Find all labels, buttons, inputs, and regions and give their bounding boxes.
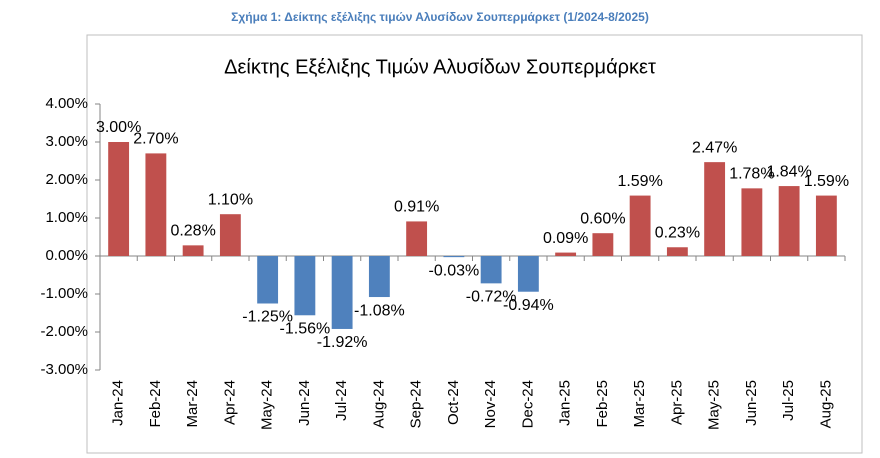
bar	[294, 256, 316, 316]
value-label: 0.23%	[655, 224, 700, 241]
x-tick-label: Aug-24	[370, 380, 387, 428]
y-tick-label: -3.00%	[40, 361, 88, 378]
y-tick-label: -1.00%	[40, 285, 88, 302]
value-label: 0.60%	[580, 210, 625, 227]
bar	[815, 195, 837, 256]
x-tick-label: Mar-24	[184, 380, 201, 428]
y-tick-label: 1.00%	[45, 209, 88, 226]
bar	[666, 247, 688, 256]
value-label: 1.78%	[729, 166, 774, 183]
chart-frame	[86, 34, 863, 454]
bar	[182, 245, 204, 256]
value-label: -1.92%	[317, 334, 368, 351]
x-tick-label: Nov-24	[482, 380, 499, 428]
x-tick-label: Jul-24	[333, 380, 350, 421]
caption: Σχήμα 1: Δείκτης εξέλιξης τιμών Αλυσίδων…	[231, 10, 649, 24]
x-tick-label: Feb-25	[594, 380, 611, 428]
y-tick-label: 4.00%	[45, 95, 88, 112]
value-label: 2.47%	[692, 139, 737, 156]
x-tick-label: Mar-25	[631, 380, 648, 428]
x-tick-label: Jan-24	[110, 380, 127, 426]
bar	[555, 252, 577, 256]
bar	[145, 153, 167, 256]
value-label: 0.91%	[394, 199, 439, 216]
chart-title: Δείκτης Εξέλιξης Τιμών Αλυσίδων Σουπερμά…	[224, 56, 656, 78]
value-label: 1.59%	[804, 173, 849, 190]
bar	[257, 256, 279, 304]
value-label: 1.10%	[208, 191, 253, 208]
value-label: -0.94%	[503, 297, 554, 314]
value-label: -1.25%	[242, 309, 293, 326]
bar	[741, 188, 763, 256]
x-tick-label: Aug-25	[817, 380, 834, 428]
value-label: -0.72%	[466, 289, 517, 306]
x-tick-label: Oct-24	[445, 380, 462, 425]
x-tick-label: Jan-25	[557, 380, 574, 426]
value-label: -1.08%	[354, 302, 405, 319]
bar	[108, 142, 130, 256]
bar	[480, 256, 502, 284]
value-label: 0.09%	[543, 230, 588, 247]
x-tick-label: Dec-24	[519, 380, 536, 428]
value-label: 1.84%	[766, 163, 811, 180]
value-label: -0.03%	[429, 262, 480, 279]
x-tick-label: Jun-24	[296, 380, 313, 426]
value-label: 0.28%	[170, 223, 215, 240]
bar	[592, 233, 614, 256]
x-tick-label: May-25	[706, 380, 723, 430]
bar	[406, 221, 428, 256]
bar	[219, 214, 241, 256]
y-tick-label: 3.00%	[45, 133, 88, 150]
bar	[778, 186, 800, 256]
x-tick-label: Jun-25	[743, 380, 760, 426]
y-tick-label: 0.00%	[45, 247, 88, 264]
y-tick-label: 2.00%	[45, 171, 88, 188]
bar	[443, 256, 465, 258]
x-tick-label: Apr-25	[668, 380, 685, 425]
bar	[704, 162, 726, 256]
bar	[517, 256, 539, 292]
bar	[368, 256, 390, 298]
value-label: 1.59%	[617, 173, 662, 190]
value-label: -1.56%	[280, 320, 331, 337]
value-label: 2.70%	[133, 131, 178, 148]
bar	[629, 195, 651, 256]
x-tick-label: May-24	[259, 380, 276, 430]
bar	[331, 256, 353, 329]
x-tick-label: Feb-24	[147, 380, 164, 428]
x-tick-label: Sep-24	[408, 380, 425, 428]
value-label: 3.00%	[96, 119, 141, 136]
x-tick-label: Jul-25	[780, 380, 797, 421]
y-tick-label: -2.00%	[40, 323, 88, 340]
x-tick-label: Apr-24	[221, 380, 238, 425]
